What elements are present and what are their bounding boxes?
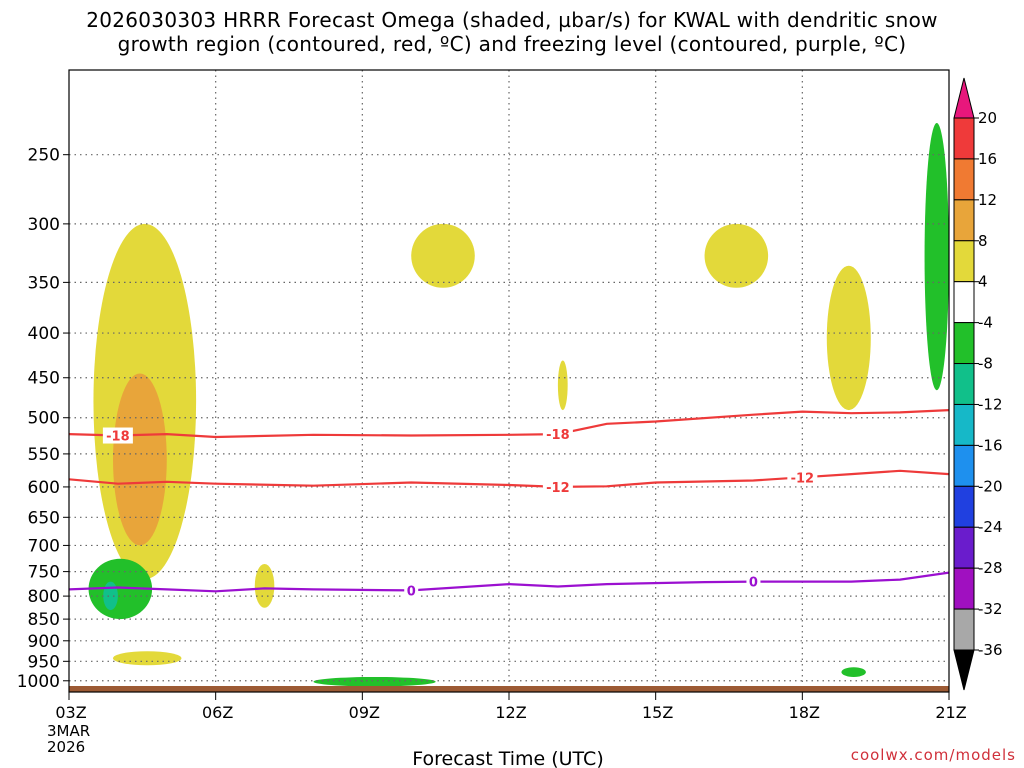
contour-label-bg xyxy=(542,426,573,443)
colorbar-label: 8 xyxy=(978,232,988,250)
y-tick-label: 350 xyxy=(28,273,60,293)
colorbar-label: -32 xyxy=(978,600,1003,618)
title-line-1: 2026030303 HRRR Forecast Omega (shaded, … xyxy=(86,8,938,32)
colorbar-label: 20 xyxy=(978,109,997,127)
terrain-band xyxy=(69,686,949,692)
y-tick-label: 550 xyxy=(28,445,60,465)
y-tick-label: 450 xyxy=(28,369,60,389)
chart-title: 2026030303 HRRR Forecast Omega (shaded, … xyxy=(0,8,1024,56)
contour-label-bg xyxy=(787,469,818,486)
colorbar: 20 16 12 8 4 -4 -8 -12 -16 -20 -24 -28 -32 -36 xyxy=(953,77,1003,691)
x-tick-label: 06Z xyxy=(202,703,233,722)
omega-region-4 xyxy=(103,581,118,611)
colorbar-arrow-bottom xyxy=(953,649,975,691)
colorbar-swatch xyxy=(953,608,975,651)
colorbar-label: -16 xyxy=(978,436,1003,454)
terrain xyxy=(69,686,949,692)
colorbar-swatch xyxy=(953,444,975,487)
colorbar-label: -4 xyxy=(978,314,993,332)
title-line-2: growth region (contoured, red, ºC) and f… xyxy=(117,32,907,56)
y-tick-label: 800 xyxy=(28,587,60,607)
colorbar-swatch xyxy=(953,485,975,528)
omega-region-7 xyxy=(826,265,871,411)
omega-region-12 xyxy=(313,676,436,687)
colorbar-swatch xyxy=(953,567,975,610)
colorbar-label: -36 xyxy=(978,641,1003,659)
contour-label: -18 xyxy=(546,428,570,443)
x-date-label: 3MAR xyxy=(47,722,90,740)
y-tick-label: 500 xyxy=(28,409,60,429)
y-tick-label: 650 xyxy=(28,508,60,528)
contour-label: 0 xyxy=(749,576,758,591)
y-tick-label: 600 xyxy=(28,478,60,498)
colorbar-swatch xyxy=(953,526,975,569)
colorbar-swatch xyxy=(953,199,975,242)
contour-line-3 xyxy=(69,571,949,593)
x-tick-label: 15Z xyxy=(642,703,673,722)
colorbar-swatch xyxy=(953,322,975,365)
colorbar-swatch xyxy=(953,240,975,283)
colorbar-swatch xyxy=(953,281,975,324)
y-tick-label: 400 xyxy=(28,324,60,344)
x-axis-label: Forecast Time (UTC) xyxy=(412,748,603,768)
contour-label: -18 xyxy=(106,430,130,445)
gridlines xyxy=(69,70,949,692)
y-tick-label: 750 xyxy=(28,563,60,583)
credit-link[interactable]: coolwx.com/models xyxy=(850,746,1016,764)
x-tick-label: 12Z xyxy=(495,703,526,722)
colorbar-label: -8 xyxy=(978,355,993,373)
omega-region-6 xyxy=(704,223,769,288)
contour-line-1 xyxy=(69,409,949,439)
omega-region-10 xyxy=(254,563,275,608)
contour-label: 0 xyxy=(407,584,416,599)
colorbar-label: 12 xyxy=(978,191,997,209)
colorbar-swatch xyxy=(953,158,975,201)
colorbar-label: -28 xyxy=(978,559,1003,577)
omega-region-13 xyxy=(841,667,866,677)
colorbar-label: 4 xyxy=(978,273,988,291)
colorbar-swatch xyxy=(953,117,975,160)
contours: -18 -18 -12 -12 0 0 xyxy=(69,409,949,599)
contour-label-bg xyxy=(404,582,419,599)
omega-region-2 xyxy=(113,373,167,546)
y-tick-label: 250 xyxy=(28,146,60,166)
y-tick-label: 300 xyxy=(28,215,60,235)
contour-label-bg xyxy=(102,427,133,444)
x-tick-label: 09Z xyxy=(349,703,380,722)
x-tick-label: 21Z xyxy=(935,703,966,722)
omega-shading xyxy=(88,123,949,687)
colorbar-label: -24 xyxy=(978,518,1003,536)
y-tick-label: 850 xyxy=(28,610,60,630)
y-axis: 2503003504004505005506006507007508008509… xyxy=(17,146,69,692)
y-tick-label: 950 xyxy=(28,652,60,672)
contour-label-bg xyxy=(542,478,573,495)
colorbar-swatch xyxy=(953,403,975,446)
colorbar-arrow-top xyxy=(953,77,975,119)
colorbar-swatch xyxy=(953,363,975,405)
y-tick-label: 900 xyxy=(28,632,60,652)
colorbar-label: -20 xyxy=(978,477,1003,495)
omega-region-9 xyxy=(557,360,568,411)
omega-region-3 xyxy=(88,558,153,620)
contour-label-bg xyxy=(746,573,761,590)
y-tick-label: 1000 xyxy=(17,672,60,692)
contour-label: -12 xyxy=(546,481,570,496)
contour-label: -12 xyxy=(791,471,815,486)
omega-region-5 xyxy=(411,223,475,288)
x-date-label: 2026 xyxy=(47,738,85,756)
y-tick-label: 700 xyxy=(28,536,60,556)
omega-region-8 xyxy=(924,123,949,391)
colorbar-label: -12 xyxy=(978,395,1003,413)
omega-region-11 xyxy=(113,651,182,666)
x-tick-label: 03Z xyxy=(55,703,86,722)
colorbar-label: 16 xyxy=(978,150,997,168)
x-tick-label: 18Z xyxy=(789,703,820,722)
